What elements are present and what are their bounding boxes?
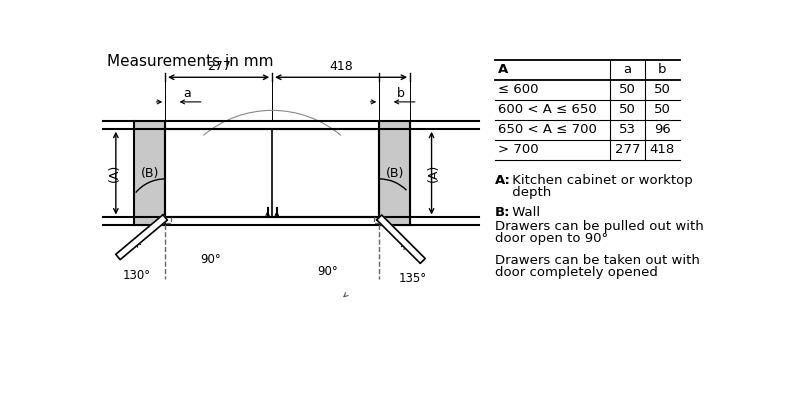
Text: Wall: Wall <box>508 206 540 219</box>
Text: 90°: 90° <box>318 265 338 278</box>
Text: 90°: 90° <box>200 253 221 266</box>
Text: ≤ 600: ≤ 600 <box>498 83 538 96</box>
Text: A:: A: <box>494 174 510 186</box>
Text: (A): (A) <box>108 164 121 182</box>
Text: 50: 50 <box>619 103 636 116</box>
Text: 277: 277 <box>614 143 640 156</box>
Polygon shape <box>377 215 426 264</box>
Polygon shape <box>116 215 167 260</box>
Text: B:: B: <box>494 206 510 219</box>
Text: (B): (B) <box>141 167 159 180</box>
Text: 53: 53 <box>619 123 636 136</box>
Text: 418: 418 <box>650 143 675 156</box>
Text: A: A <box>498 63 508 76</box>
Text: Drawers can be pulled out with: Drawers can be pulled out with <box>494 220 703 233</box>
Text: door completely opened: door completely opened <box>494 266 658 279</box>
Text: depth: depth <box>508 186 551 199</box>
Text: > 700: > 700 <box>498 143 538 156</box>
Text: door open to 90°: door open to 90° <box>494 232 608 245</box>
Text: 50: 50 <box>619 83 636 96</box>
Text: 50: 50 <box>654 103 670 116</box>
Bar <box>165 129 379 218</box>
Text: 418: 418 <box>330 60 353 73</box>
Text: a: a <box>183 87 190 100</box>
Text: 130°: 130° <box>122 269 151 282</box>
Text: 50: 50 <box>654 83 670 96</box>
Text: 135°: 135° <box>398 272 426 286</box>
Text: 600 < A ≤ 650: 600 < A ≤ 650 <box>498 103 597 116</box>
Text: 650 < A ≤ 700: 650 < A ≤ 700 <box>498 123 597 136</box>
Text: b: b <box>658 63 666 76</box>
Text: a: a <box>623 63 631 76</box>
Text: b: b <box>397 87 405 100</box>
Text: 96: 96 <box>654 123 670 136</box>
Text: (B): (B) <box>386 167 404 180</box>
Text: (A): (A) <box>426 164 440 182</box>
Text: Kitchen cabinet or worktop: Kitchen cabinet or worktop <box>508 174 693 186</box>
Text: 277: 277 <box>206 60 230 73</box>
Text: Drawers can be taken out with: Drawers can be taken out with <box>494 254 699 266</box>
Text: Measurements in mm: Measurements in mm <box>106 54 273 69</box>
